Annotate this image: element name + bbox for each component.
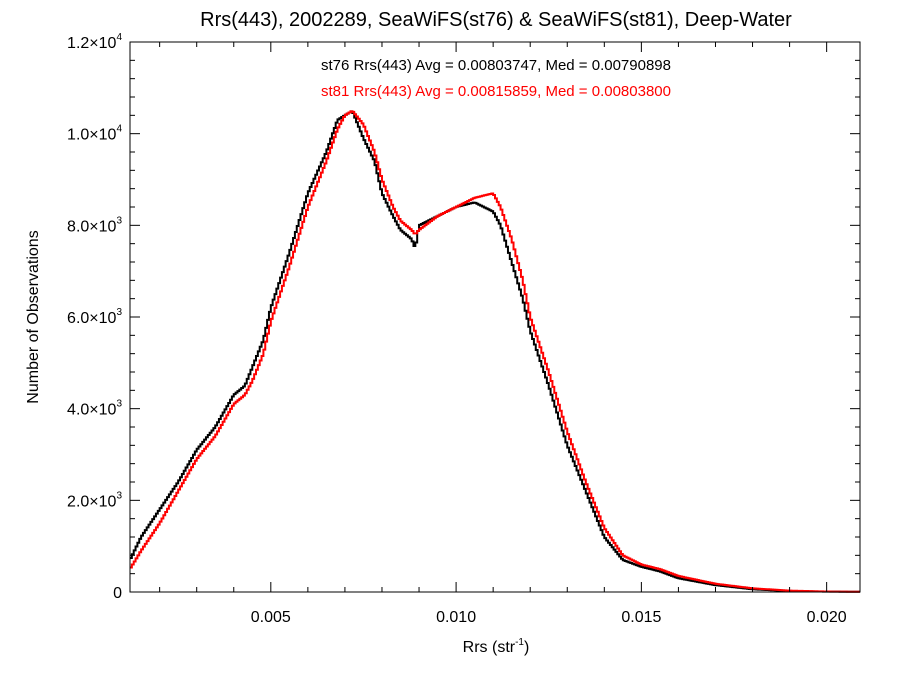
y-tick-label-6: 1.2×104 (67, 32, 122, 52)
x-axis-label-main: Rrs (str (463, 639, 516, 656)
y-tick-label-4: 8.0×103 (67, 215, 122, 235)
x-tick-label-2: 0.015 (621, 609, 661, 626)
x-axis-label: Rrs (str-1) (463, 637, 530, 656)
chart-title: Rrs(443), 2002289, SeaWiFS(st76) & SeaWi… (200, 9, 792, 31)
series-layer (130, 110, 860, 593)
y-axis-label: Number of Observations (25, 230, 42, 403)
y-tick-label-5: 1.0×104 (67, 124, 122, 144)
x-tick-label-1: 0.010 (436, 609, 476, 626)
y-tick-label-0: 0 (113, 585, 122, 602)
y-tick-label-1: 2.0×103 (67, 490, 122, 510)
x-tick-label-3: 0.020 (807, 609, 847, 626)
y-tick-label-3: 6.0×103 (67, 307, 122, 327)
y-axis-ticks: 0 2.0×103 4.0×103 6.0×103 8.0×103 1.0×104 1.2×… (67, 32, 860, 602)
annotation-st76: st76 Rrs(443) Avg = 0.00803747, Med = 0.… (321, 57, 671, 74)
x-axis-label-sup: -1 (515, 637, 524, 648)
series-1-line (130, 110, 860, 593)
x-axis-label-close: ) (524, 639, 529, 656)
x-axis-ticks: 0.005 0.010 0.015 0.020 (159, 42, 847, 626)
annotation-st81: st81 Rrs(443) Avg = 0.00815859, Med = 0.… (321, 83, 671, 100)
y-tick-label-2: 4.0×103 (67, 399, 122, 419)
x-tick-label-0: 0.005 (251, 609, 291, 626)
